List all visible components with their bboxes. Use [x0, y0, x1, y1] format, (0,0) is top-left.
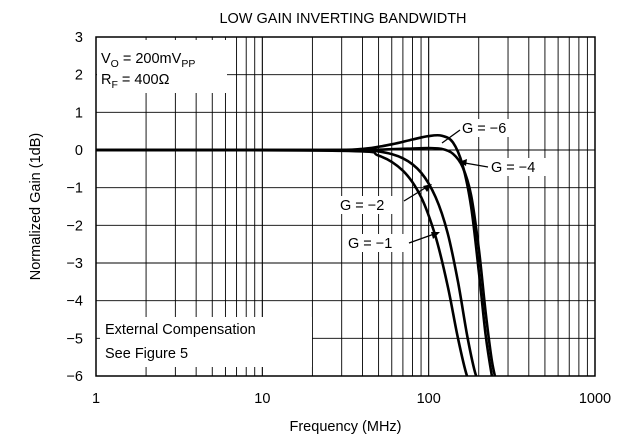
vo-subscript: O [111, 58, 119, 70]
series-label-g-1-background [346, 234, 408, 252]
vo-unit-subscript: PP [181, 58, 195, 70]
series-label-g-2-text: G = −2 [340, 198, 384, 214]
series-label-g-6-text: G = −6 [462, 121, 506, 137]
y-tick-label: −2 [66, 218, 83, 234]
vo-symbol: V [101, 51, 111, 67]
x-tick-labels: 1 10 100 1000 [92, 391, 611, 407]
y-tick-label: −4 [66, 294, 83, 310]
y-tick-label: 1 [75, 105, 83, 121]
y-tick-label: −6 [66, 369, 83, 385]
series-label-g-4-background [489, 158, 551, 176]
series-label-g-1-text: G = −1 [348, 236, 392, 252]
series-label-g-6-leader [441, 129, 461, 144]
y-tick-label: 0 [75, 143, 83, 159]
series-label-g-4: G = −4 [458, 158, 551, 176]
rf-condition-text: RF = 400Ω [101, 72, 170, 91]
compensation-note-line1: External Compensation [105, 322, 256, 338]
x-tick-label: 100 [417, 391, 441, 407]
y-tick-label: −1 [66, 181, 83, 197]
series-label-g-4-text: G = −4 [491, 160, 535, 176]
chart-title: LOW GAIN INVERTING BANDWIDTH [219, 11, 466, 27]
series-label-g-1: G = −1 [346, 232, 440, 252]
series-label-g-6: G = −6 [441, 119, 522, 144]
y-tick-label: 2 [75, 68, 83, 84]
series-line-4 [96, 148, 469, 376]
series-label-g-6-background [460, 119, 522, 137]
compensation-note-background [100, 317, 312, 367]
series-label-g-1-arrow [431, 232, 440, 239]
series-label-g-2-background [338, 196, 400, 214]
vo-condition-text: VO = 200mVPP [101, 51, 195, 70]
y-tick-label: −3 [66, 256, 83, 272]
y-tick-labels: 3 2 1 0 −1 −2 −3 −4 −5 −6 [66, 30, 83, 385]
y-axis-label: Normalized Gain (1dB) [28, 133, 44, 280]
series-label-g-4-arrow [459, 159, 467, 166]
series-label-g-2-arrow [423, 184, 432, 192]
compensation-note-line2: See Figure 5 [105, 346, 188, 362]
rf-value: = 400Ω [118, 72, 170, 88]
rf-symbol: R [101, 72, 111, 88]
x-tick-label: 1000 [579, 391, 611, 407]
x-axis-label: Frequency (MHz) [290, 419, 402, 435]
x-tick-label: 10 [254, 391, 270, 407]
conditions-box-background [97, 40, 227, 93]
y-tick-label: −5 [66, 331, 83, 347]
series-label-g-2: G = −2 [338, 184, 432, 214]
plot-frame [95, 36, 596, 377]
x-tick-label: 1 [92, 391, 100, 407]
rf-subscript: F [111, 79, 117, 91]
vo-value: = 200mV [119, 51, 182, 67]
y-tick-label: 3 [75, 30, 83, 46]
